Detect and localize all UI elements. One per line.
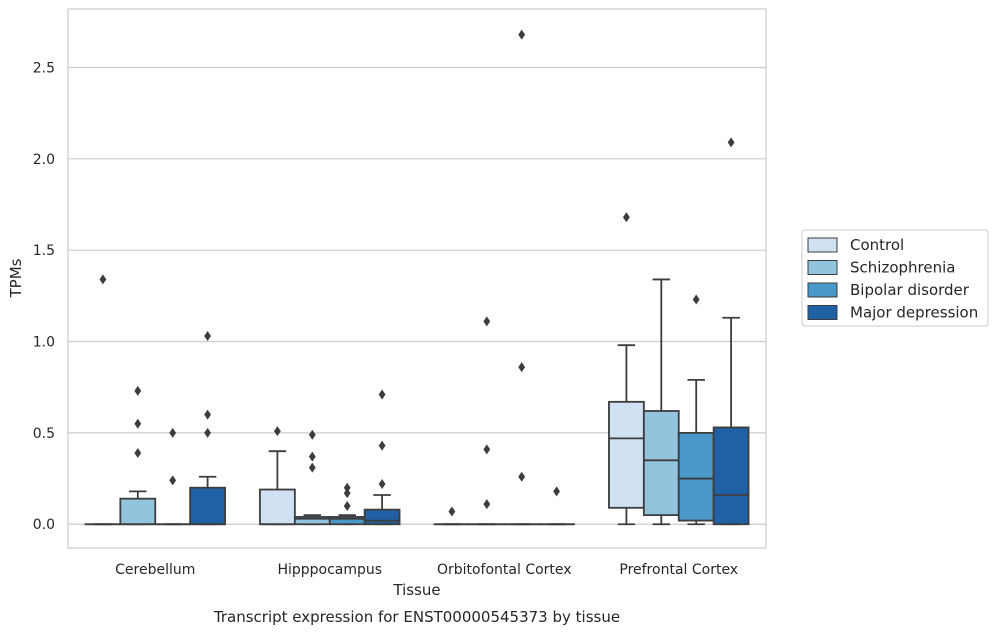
outlier-point (692, 294, 700, 305)
legend-label: Bipolar disorder (850, 281, 970, 299)
outlier-point (518, 362, 526, 373)
legend-label: Control (850, 236, 904, 254)
box-schizophrenia (293, 429, 331, 526)
outlier-point (169, 475, 177, 486)
outlier-point (518, 471, 526, 482)
box-major-depression (363, 389, 401, 526)
outlier-point (134, 447, 142, 458)
box-body (119, 497, 157, 526)
outlier-point (134, 385, 142, 396)
legend: Control Schizophrenia Bipolar disorder Majo… (801, 229, 989, 327)
legend-swatch (807, 237, 838, 253)
outlier-point (378, 389, 386, 400)
outlier-point (204, 409, 211, 420)
box-body (642, 410, 680, 517)
box-plot-marks (84, 29, 750, 526)
y-tick-label: 2.5 (33, 60, 55, 76)
x-tick-label: Prefrontal Cortex (619, 562, 738, 578)
outlier-point (204, 427, 211, 438)
box-schizophrenia (642, 278, 680, 526)
box-major-depression (712, 137, 750, 526)
box-bipolar-disorder (328, 482, 366, 526)
outlier-point (99, 274, 107, 285)
outlier-point (204, 331, 211, 342)
outlier-point (727, 137, 735, 148)
x-tick-label: Orbitofontal Cortex (437, 562, 572, 578)
outlier-point (518, 29, 526, 40)
box-control (84, 274, 122, 526)
outlier-point (343, 500, 351, 511)
legend-frame (801, 229, 989, 327)
y-tick-label: 0.5 (33, 426, 55, 442)
x-tick-label: Hipppocampus (277, 562, 382, 578)
box-bipolar-disorder (677, 294, 715, 526)
box-control (259, 426, 296, 526)
outlier-point (378, 479, 386, 490)
legend-swatch (807, 305, 838, 320)
y-tick-label: 1.5 (33, 243, 55, 259)
outlier-point (134, 418, 142, 429)
y-axis-ticks: 0.0 0.5 1.0 1.5 2.0 2.5 (33, 60, 55, 533)
x-axis-ticks: Cerebellum Hipppocampus Orbitofontal Corte… (115, 562, 738, 578)
box-schizophrenia (468, 316, 506, 526)
legend-swatch (807, 282, 838, 298)
box-body (608, 400, 645, 509)
y-tick-label: 1.0 (33, 335, 55, 351)
outlier-point (274, 426, 281, 437)
legend-label: Schizophrenia (850, 259, 955, 277)
outlier-point (343, 488, 351, 499)
outlier-point (308, 462, 316, 473)
outlier-point (308, 429, 316, 440)
box-body (363, 508, 401, 526)
outlier-point (483, 499, 491, 510)
box-major-depression (189, 331, 226, 526)
outlier-point (378, 440, 386, 451)
outlier-point (343, 482, 351, 493)
outlier-point (448, 506, 456, 517)
outlier-point (169, 427, 177, 438)
outlier-point (308, 451, 316, 462)
box-bipolar-disorder (154, 427, 192, 526)
box-bipolar-disorder (503, 29, 541, 526)
outlier-point (483, 444, 491, 455)
box-control (608, 212, 645, 526)
gridlines (68, 66, 766, 525)
y-tick-label: 2.0 (33, 152, 55, 168)
outlier-point (553, 486, 560, 497)
legend-label: Major depression (850, 304, 978, 322)
box-body (712, 426, 750, 526)
y-tick-label: 0.0 (33, 517, 55, 533)
box-control (433, 506, 471, 526)
box-body (677, 431, 715, 522)
y-axis-label: TPMs (7, 258, 25, 298)
box-major-depression (538, 486, 575, 526)
plot-area-frame (67, 8, 767, 549)
box-body (189, 486, 226, 526)
outlier-point (483, 316, 491, 327)
x-axis-label: Tissue (392, 581, 440, 599)
chart-caption: Transcript expression for ENST0000054537… (213, 608, 620, 626)
box-body (259, 488, 296, 526)
x-tick-label: Cerebellum (115, 562, 195, 578)
box-schizophrenia (119, 385, 157, 526)
legend-swatch (807, 260, 838, 275)
outlier-point (623, 212, 630, 223)
